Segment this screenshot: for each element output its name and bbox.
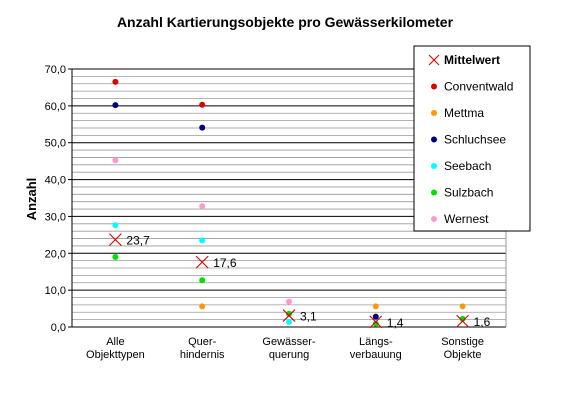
data-point — [112, 253, 119, 260]
mean-marker — [282, 309, 296, 322]
y-tick-label: 70,0 — [45, 64, 66, 76]
data-point — [112, 78, 119, 85]
category-label: Alle — [106, 336, 124, 348]
data-point — [372, 303, 379, 310]
legend-swatch — [431, 110, 437, 116]
category-label: Sonstige — [441, 336, 484, 348]
category-label: hindernis — [180, 349, 225, 361]
legend: Mittelwert Conventwald Mettma Schluchsee See… — [413, 45, 531, 232]
y-tick-label: 10,0 — [45, 285, 66, 297]
category-label: Objekttypen — [86, 349, 145, 361]
data-point — [199, 124, 206, 131]
category-label: Längs- — [359, 336, 393, 348]
legend-label: Conventwald — [444, 80, 513, 94]
y-tick-labels: 0,0 10,0 20,0 30,0 40,0 50,0 60,0 70,0 — [45, 64, 72, 334]
data-point — [286, 310, 292, 317]
chart-title: Anzahl Kartierungsobjekte pro Gewässerki… — [117, 14, 454, 30]
data-point — [199, 203, 206, 210]
y-axis-label: Anzahl — [24, 178, 39, 221]
legend-swatch — [431, 83, 437, 90]
legend-mean-marker — [428, 54, 440, 66]
data-point — [459, 315, 466, 322]
category-label: Quer- — [188, 336, 216, 348]
legend-label: Sulzbach — [444, 186, 493, 200]
y-tick-label: 50,0 — [45, 138, 66, 150]
data-points — [112, 78, 466, 327]
mean-markers: 23,7 17,6 3,1 1,4 1,6 — [109, 233, 491, 330]
mean-label: 23,7 — [126, 234, 150, 248]
legend-label: Schluchsee — [444, 133, 506, 147]
mean-label: 1,4 — [387, 316, 404, 330]
mean-marker — [109, 233, 122, 247]
data-point — [199, 277, 206, 284]
mean-marker — [456, 314, 469, 328]
mean-marker — [195, 255, 209, 269]
data-point — [372, 320, 379, 327]
legend-swatch — [431, 189, 437, 196]
data-point — [286, 318, 292, 325]
y-tick-label: 20,0 — [45, 248, 66, 260]
category-label: Objekte — [444, 349, 482, 361]
y-tick-label: 60,0 — [45, 101, 66, 113]
mean-label: 3,1 — [300, 310, 317, 324]
category-label: verbauung — [350, 349, 402, 361]
y-tick-label: 40,0 — [45, 175, 66, 187]
legend-swatch — [431, 136, 437, 143]
mean-marker — [369, 315, 383, 329]
legend-swatch — [431, 216, 437, 222]
data-point — [199, 303, 206, 310]
legend-label: Seebach — [444, 159, 491, 173]
data-point — [372, 313, 379, 320]
legend-swatch — [431, 163, 437, 169]
legend-label: Mettma — [444, 106, 484, 120]
legend-label: Mittelwert — [444, 53, 500, 67]
data-point — [112, 222, 119, 229]
category-label: querung — [269, 349, 309, 361]
data-point — [112, 102, 119, 109]
mean-label: 17,6 — [213, 256, 237, 270]
y-tick-label: 30,0 — [45, 211, 66, 223]
data-point — [286, 298, 292, 305]
legend-label: Wernest — [444, 212, 489, 226]
data-point — [459, 303, 466, 310]
data-point — [112, 157, 119, 164]
data-point — [199, 237, 206, 244]
category-label: Gewässer- — [262, 336, 316, 348]
mean-label: 1,6 — [474, 315, 491, 329]
data-point — [199, 101, 206, 108]
y-tick-label: 0,0 — [51, 322, 66, 334]
